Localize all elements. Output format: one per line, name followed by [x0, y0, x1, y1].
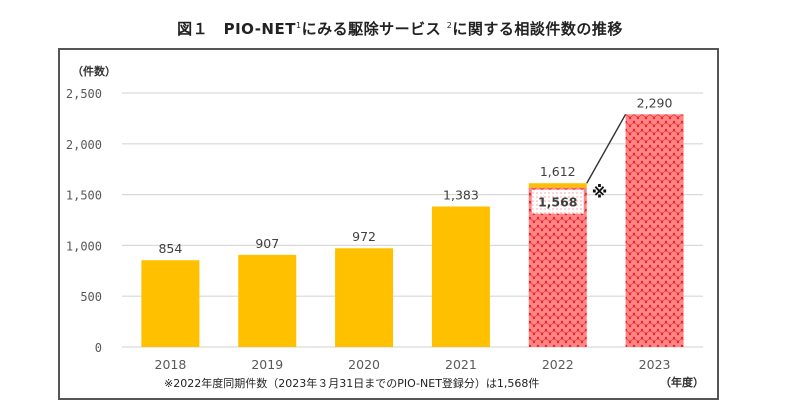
chart-frame	[58, 48, 719, 400]
bar-2023	[625, 114, 684, 347]
data-label-2021: 1,383	[443, 187, 479, 202]
data-label-2020: 972	[352, 229, 376, 244]
title-prefix: 図１ PIO-NET	[177, 20, 296, 38]
y-tick-label: 2,500	[66, 87, 102, 101]
x-tick-label: 2023	[639, 357, 671, 372]
bar-segment-same-period	[528, 187, 587, 347]
y-tick-label: 1,500	[66, 189, 102, 203]
chart-title: 図１ PIO-NET1にみる駆除サービス 2に関する相談件数の推移	[0, 18, 800, 39]
title-suffix: に関する相談件数の推移	[452, 20, 623, 38]
data-label-2019: 907	[255, 236, 279, 251]
data-label-2022: 1,612	[540, 164, 576, 179]
footnote-ref-2: 2	[446, 21, 453, 30]
same-period-label-box	[531, 189, 584, 214]
x-tick-label: 2020	[348, 357, 380, 372]
same-period-value-label: 1,568	[538, 195, 578, 210]
y-tick-label: 500	[80, 290, 102, 304]
data-label-2018: 854	[158, 241, 182, 256]
x-tick-label: 2021	[445, 357, 477, 372]
bar-segment-excess	[528, 183, 587, 188]
y-axis-unit-label: （件数）	[72, 64, 116, 78]
leader-line	[586, 113, 627, 184]
asterisk-note-marker: ※	[592, 183, 608, 202]
x-tick-label: 2022	[542, 357, 574, 372]
data-label-2023: 2,290	[637, 95, 673, 110]
x-axis-unit-label: （年度）	[660, 375, 704, 389]
x-tick-label: 2019	[251, 357, 283, 372]
title-middle: にみる駆除サービス	[301, 20, 447, 38]
y-tick-label: 2,000	[66, 138, 102, 152]
y-tick-label: 1,000	[66, 239, 102, 253]
y-tick-label: 0	[95, 341, 102, 355]
bar-2019	[238, 254, 297, 347]
x-tick-label: 2018	[155, 357, 187, 372]
bar-2020	[335, 248, 394, 347]
bar-2021	[431, 206, 490, 347]
annotation-note: ※2022年度同期件数（2023年３月31日までのPIO-NET登録分）は1,5…	[164, 376, 539, 390]
bar-2018	[141, 260, 200, 347]
footnote-ref-1: 1	[295, 21, 302, 30]
